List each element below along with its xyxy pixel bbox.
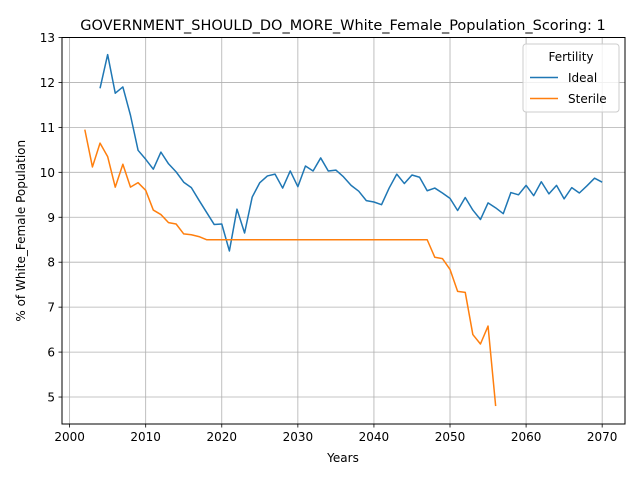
- y-tick-label: 6: [47, 346, 55, 360]
- series-line-ideal: [99, 53, 603, 252]
- legend-box: [522, 43, 620, 113]
- x-tick-label: 2020: [206, 430, 237, 444]
- y-tick-label: 10: [40, 166, 55, 180]
- series-line-sterile: [84, 129, 497, 407]
- y-axis-label: % of White_Female Population: [14, 140, 28, 322]
- y-tick-label: 12: [40, 76, 55, 90]
- chart-title: GOVERNMENT_SHOULD_DO_MORE_White_Female_P…: [80, 18, 606, 34]
- x-tick-label: 2040: [359, 430, 390, 444]
- legend: Fertility Ideal Sterile: [522, 43, 620, 113]
- y-tick-label: 11: [40, 121, 55, 135]
- x-tick-label: 2070: [587, 430, 618, 444]
- x-tick-label: 2050: [435, 430, 466, 444]
- y-tick-label: 5: [47, 391, 55, 405]
- series-lines: [84, 53, 603, 407]
- x-tick-label: 2030: [283, 430, 314, 444]
- legend-label-sterile: Sterile: [568, 92, 607, 106]
- plot-frame: [61, 37, 626, 425]
- x-tick-label: 2010: [130, 430, 161, 444]
- legend-title: Fertility: [548, 50, 593, 64]
- y-tick-label: 7: [47, 301, 55, 315]
- x-tick-label: 2000: [54, 430, 85, 444]
- legend-label-ideal: Ideal: [568, 71, 597, 85]
- y-tick-label: 8: [47, 256, 55, 270]
- y-axis: 5 6 7 8 9 10 11 12 13: [40, 31, 62, 405]
- x-tick-label: 2060: [511, 430, 542, 444]
- y-tick-label: 13: [40, 31, 55, 45]
- y-tick-label: 9: [47, 211, 55, 225]
- x-axis: 2000 2010 2020 2030 2040 2050 2060 2070: [54, 424, 617, 444]
- x-axis-label: Years: [326, 451, 359, 465]
